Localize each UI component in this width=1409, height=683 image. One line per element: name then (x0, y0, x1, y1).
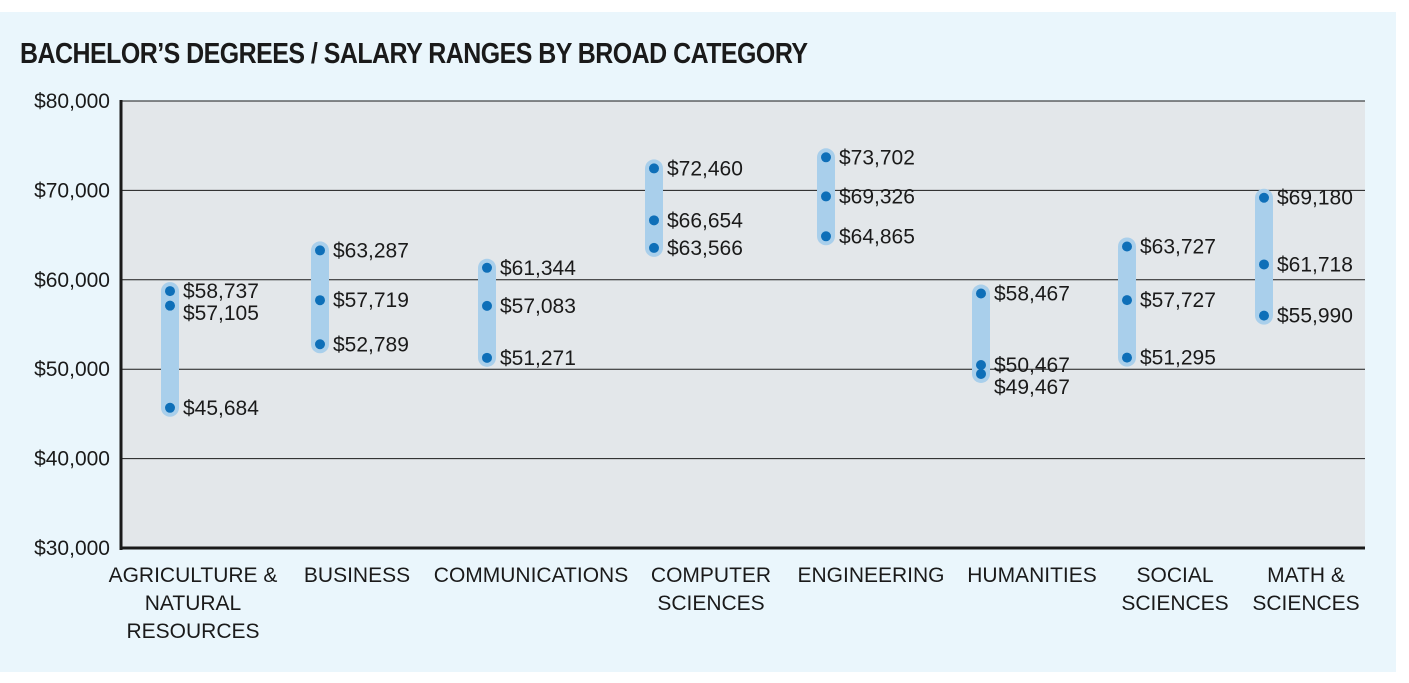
data-label: $63,727 (1140, 235, 1216, 258)
data-label: $66,654 (667, 209, 743, 232)
data-label: $69,180 (1277, 187, 1353, 210)
y-tick-label: $30,000 (34, 537, 110, 560)
data-point (165, 402, 175, 413)
data-point (976, 360, 986, 371)
data-label: $49,467 (994, 376, 1070, 399)
data-label: $52,789 (333, 333, 409, 356)
data-point (315, 339, 325, 350)
data-label: $55,990 (1277, 305, 1353, 328)
category-label: MATH & (1267, 564, 1345, 587)
data-label: $73,702 (839, 146, 915, 169)
data-point (821, 191, 831, 202)
data-point (482, 352, 492, 363)
data-point (821, 231, 831, 242)
data-label: $69,326 (839, 185, 915, 208)
data-label: $61,344 (500, 257, 576, 280)
data-point (482, 300, 492, 311)
range-bar (1255, 188, 1273, 325)
data-point (165, 286, 175, 297)
range-bar (478, 258, 496, 367)
data-label: $51,295 (1140, 347, 1216, 370)
data-point (649, 242, 659, 253)
category-label: RESOURCES (126, 620, 259, 643)
data-point (976, 288, 986, 299)
y-tick-label: $70,000 (34, 179, 110, 202)
data-point (976, 368, 986, 379)
category-label: HUMANITIES (967, 564, 1097, 587)
data-label: $57,719 (333, 289, 409, 312)
category-label: AGRICULTURE & (109, 564, 278, 587)
category-label: ENGINEERING (797, 564, 944, 587)
category-label: BUSINESS (304, 564, 410, 587)
data-label: $51,271 (500, 347, 576, 370)
data-label: $58,467 (994, 283, 1070, 306)
data-point (1122, 295, 1132, 306)
data-point (1259, 310, 1269, 321)
data-label: $57,727 (1140, 289, 1216, 312)
range-bar (972, 284, 990, 383)
range-bar (161, 282, 179, 417)
category-label: SOCIAL (1136, 564, 1213, 587)
category-label: COMMUNICATIONS (434, 564, 628, 587)
data-label: $57,105 (183, 302, 259, 325)
category-label: COMPUTER (651, 564, 771, 587)
data-label: $61,718 (1277, 253, 1353, 276)
plot-area (121, 101, 1365, 548)
data-point (1259, 192, 1269, 203)
data-label: $64,865 (839, 225, 915, 248)
data-point (1122, 352, 1132, 363)
data-point (649, 215, 659, 226)
data-point (315, 245, 325, 256)
category-label: NATURAL (145, 592, 241, 615)
data-label: $63,566 (667, 237, 743, 260)
y-tick-label: $60,000 (34, 269, 110, 292)
data-point (1122, 241, 1132, 252)
data-point (649, 163, 659, 174)
data-point (1259, 259, 1269, 270)
data-point (482, 262, 492, 273)
data-label: $58,737 (183, 280, 259, 303)
y-tick-label: $50,000 (34, 358, 110, 381)
data-label: $57,083 (500, 295, 576, 318)
data-label: $63,287 (333, 239, 409, 262)
category-label: SCIENCES (657, 592, 764, 615)
y-tick-label: $80,000 (34, 90, 110, 113)
range-bar (645, 159, 663, 257)
chart-title: BACHELOR’S DEGREES / SALARY RANGES BY BR… (20, 38, 808, 70)
data-label: $50,467 (994, 354, 1070, 377)
data-label: $45,684 (183, 397, 259, 420)
data-point (821, 152, 831, 163)
category-label: SCIENCES (1121, 592, 1228, 615)
data-point (165, 300, 175, 311)
data-label: $72,460 (667, 157, 743, 180)
category-label: SCIENCES (1252, 592, 1359, 615)
y-tick-label: $40,000 (34, 448, 110, 471)
data-point (315, 295, 325, 306)
